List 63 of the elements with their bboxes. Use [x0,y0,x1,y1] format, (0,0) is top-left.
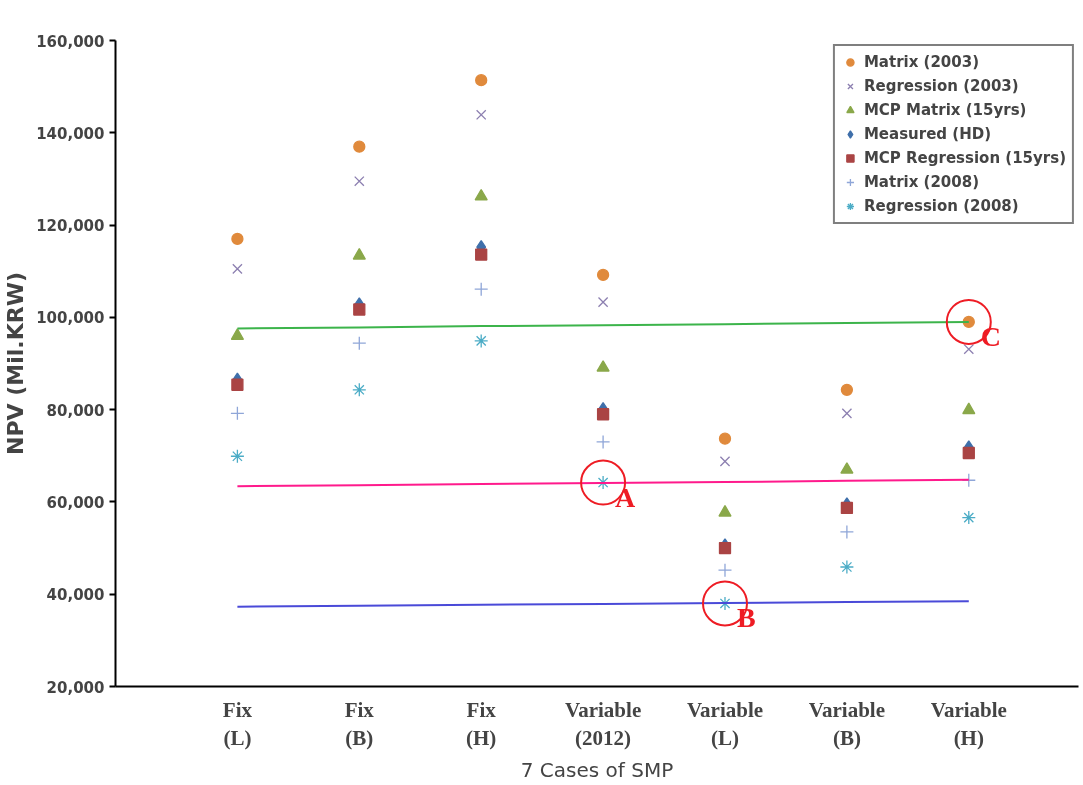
point [963,343,975,355]
point [597,296,609,308]
point [840,383,854,396]
point [352,382,367,397]
point [717,563,733,578]
x-axis-title: 7 Cases of SMP [520,758,674,783]
y-tick-label: 100,000 [36,309,105,328]
point [839,524,855,540]
point [718,504,732,517]
point [475,74,488,87]
legend-label: Matrix (2003) [863,53,980,71]
point [353,303,366,316]
point [230,328,245,340]
point [354,175,365,187]
point [474,188,488,201]
point [962,446,975,460]
legend-label: Measured (HD) [863,125,991,143]
y-tick-label: 160,000 [36,32,105,51]
point [718,432,732,445]
point [840,462,854,474]
x-tick-label: Variable (2012) [564,697,642,751]
x-tick-label: Variable (L) [686,697,764,751]
point [475,109,487,121]
point [962,402,976,415]
y-tick-label: 120,000 [36,217,105,236]
point [841,408,853,419]
point [230,406,245,421]
point [596,268,610,282]
point [352,336,367,351]
y-tick-label: 140,000 [36,124,105,143]
point [595,434,611,450]
x-tick-label: Fix (B) [344,697,375,751]
y-tick-label: 60,000 [46,493,105,512]
legend-label: Regression (2003) [863,77,1019,95]
point [231,378,244,391]
x-tick-label: Variable (H) [930,697,1007,751]
x-tick-label: Variable (B) [808,697,886,751]
point [353,140,366,153]
point [231,232,244,246]
y-tick-label: 20,000 [46,678,105,697]
y-tick-label: 40,000 [46,586,105,605]
legend-label: Regression (2008) [863,197,1019,215]
y-tick-label: 80,000 [46,401,105,420]
annotation: B [736,602,756,634]
point [719,456,731,467]
point [352,247,366,260]
point [840,501,854,515]
point [232,263,243,275]
point [961,510,976,525]
point [474,333,489,349]
y-axis-title: NPV (Mil.KRW) [3,272,29,455]
annotation: A [615,481,637,513]
x-tick-label: Fix (H) [466,697,497,751]
point [230,449,245,464]
point [475,248,488,261]
legend-label: Matrix (2008) [863,173,980,191]
point [596,360,610,372]
legend-label: MCP Regression (15yrs) [863,149,1066,167]
point [474,282,489,297]
legend-label: MCP Matrix (15yrs) [863,101,1027,119]
x-tick-label: Fix (L) [222,697,253,751]
point [839,559,855,575]
point [596,408,610,421]
